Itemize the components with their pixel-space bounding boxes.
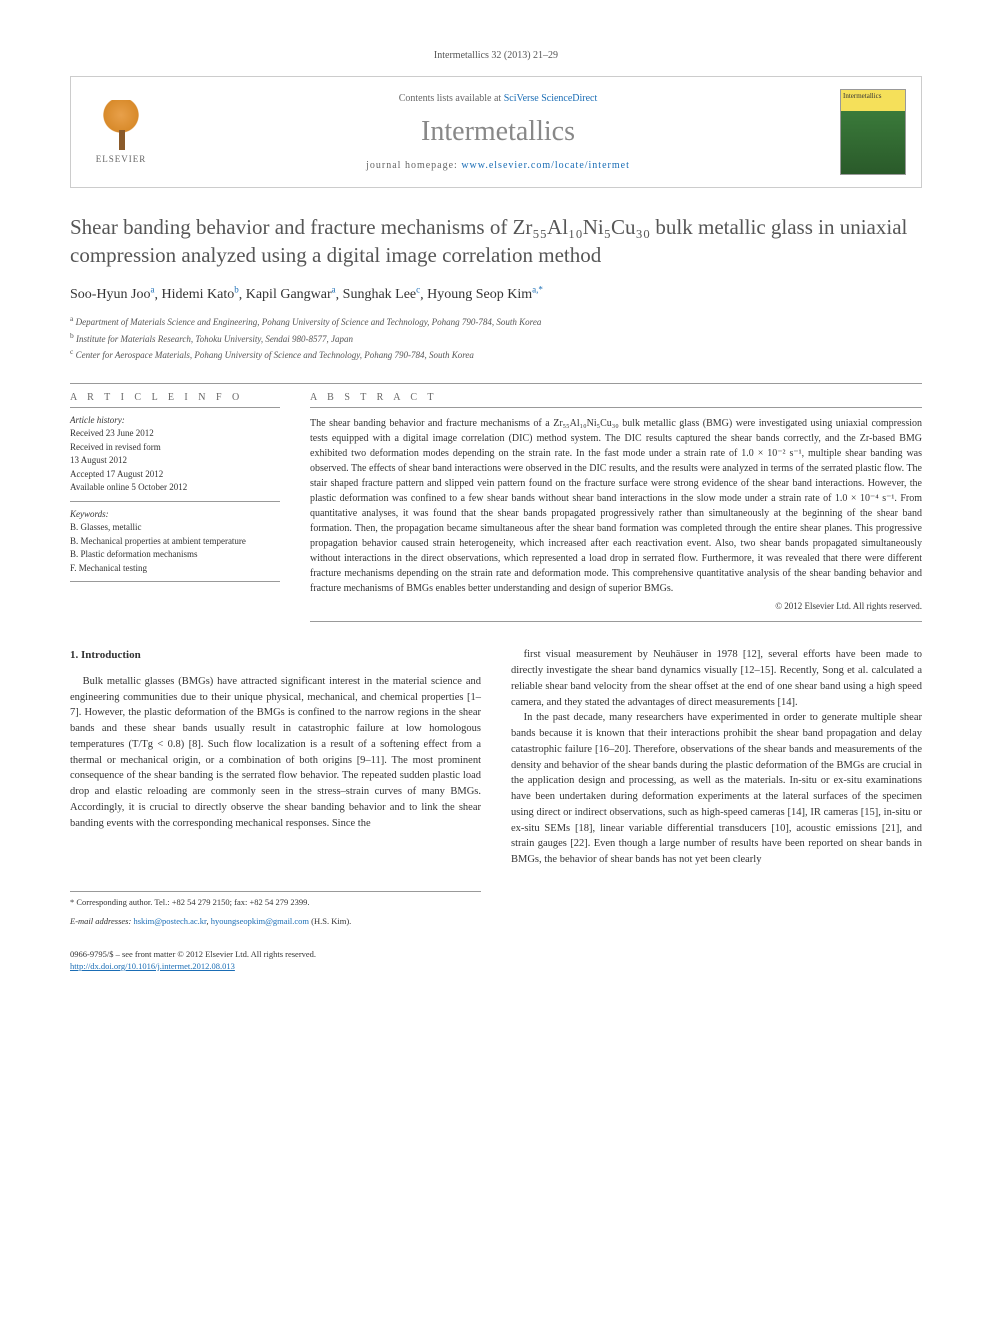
corresponding-block: * Corresponding author. Tel.: +82 54 279… [70,891,481,928]
author-aff-sup: a [151,285,155,295]
keyword-item: F. Mechanical testing [70,562,280,576]
online-date: Available online 5 October 2012 [70,481,280,495]
body-paragraph: In the past decade, many researchers hav… [511,710,922,868]
keyword-item: B. Mechanical properties at ambient temp… [70,535,280,549]
sciverse-link[interactable]: SciVerse ScienceDirect [504,93,598,104]
affiliation-a: a Department of Materials Science and En… [70,313,922,330]
homepage-link[interactable]: www.elsevier.com/locate/intermet [461,160,630,171]
author-2: Hidemi Katob [162,287,239,302]
author-3: Kapil Gangwara [246,287,336,302]
history-block: Article history: Received 23 June 2012 R… [70,407,280,502]
copyright-line: © 2012 Elsevier Ltd. All rights reserved… [310,600,922,614]
keywords-label: Keywords: [70,508,280,522]
issn-line: 0966-9795/$ – see front matter © 2012 El… [70,949,922,961]
article-title: Shear banding behavior and fracture mech… [70,213,922,270]
author-5: Hyoung Seop Kima,* [427,287,543,302]
revised-label: Received in revised form [70,441,280,455]
author-name: Kapil Gangwar [246,287,332,302]
revised-date: 13 August 2012 [70,454,280,468]
history-label: Article history: [70,414,280,428]
author-aff-sup: c [416,285,420,295]
page-container: Intermetallics 32 (2013) 21–29 ELSEVIER … [0,0,992,1023]
affiliation-text: Department of Materials Science and Engi… [76,317,542,327]
author-name: Soo-Hyun Joo [70,287,151,302]
affiliation-c: c Center for Aerospace Materials, Pohang… [70,346,922,363]
body-columns: 1. Introduction Bulk metallic glasses (B… [70,647,922,934]
affiliation-text: Institute for Materials Research, Tohoku… [76,334,353,344]
body-paragraph: first visual measurement by Neuhäuser in… [511,647,922,710]
footer-issn-doi: 0966-9795/$ – see front matter © 2012 El… [70,949,922,973]
header-box: ELSEVIER Contents lists available at Sci… [70,76,922,188]
author-aff-sup: b [234,285,239,295]
journal-name: Intermetallics [156,116,840,148]
body-col-right: first visual measurement by Neuhäuser in… [511,647,922,934]
email-suffix: (H.S. Kim). [309,916,351,926]
journal-cover-thumb: Intermetallics [840,89,906,175]
accepted-date: Accepted 17 August 2012 [70,468,280,482]
email-link-1[interactable]: hskim@postech.ac.kr [133,916,206,926]
header-center: Contents lists available at SciVerse Sci… [156,93,840,171]
affiliation-b: b Institute for Materials Research, Toho… [70,330,922,347]
authors-line: Soo-Hyun Jooa, Hidemi Katob, Kapil Gangw… [70,285,922,304]
author-name: Hidemi Kato [162,287,235,302]
contents-prefix: Contents lists available at [399,93,504,104]
abstract-text: The shear banding behavior and fracture … [310,407,922,623]
email-line: E-mail addresses: hskim@postech.ac.kr, h… [70,915,481,928]
section-heading: 1. Introduction [70,647,481,664]
elsevier-label: ELSEVIER [96,154,147,164]
corresponding-author: * Corresponding author. Tel.: +82 54 279… [70,896,481,909]
contents-line: Contents lists available at SciVerse Sci… [156,93,840,104]
email-label: E-mail addresses: [70,916,133,926]
author-name: Hyoung Seop Kim [427,287,532,302]
doi-link[interactable]: http://dx.doi.org/10.1016/j.intermet.201… [70,961,235,971]
body-col-left: 1. Introduction Bulk metallic glasses (B… [70,647,481,934]
journal-reference: Intermetallics 32 (2013) 21–29 [70,50,922,61]
affiliations: a Department of Materials Science and En… [70,313,922,363]
abstract-heading: A B S T R A C T [310,392,922,403]
keyword-item: B. Plastic deformation mechanisms [70,548,280,562]
article-info-heading: A R T I C L E I N F O [70,392,280,403]
homepage-prefix: journal homepage: [366,160,461,171]
info-abstract-row: A R T I C L E I N F O Article history: R… [70,392,922,623]
abstract-body: The shear banding behavior and fracture … [310,418,922,594]
email-link-2[interactable]: hyoungseopkim@gmail.com [211,916,309,926]
keyword-item: B. Glasses, metallic [70,521,280,535]
affiliation-text: Center for Aerospace Materials, Pohang U… [76,350,474,360]
author-aff-sup: a,* [532,285,543,295]
received-date: Received 23 June 2012 [70,427,280,441]
article-info-col: A R T I C L E I N F O Article history: R… [70,392,280,623]
elsevier-logo: ELSEVIER [86,92,156,172]
author-aff-sup: a [332,285,336,295]
keywords-block: Keywords: B. Glasses, metallic B. Mechan… [70,502,280,583]
cover-label: Intermetallics [843,92,881,100]
author-name: Sunghak Lee [343,287,416,302]
abstract-col: A B S T R A C T The shear banding behavi… [310,392,922,623]
author-4: Sunghak Leec [343,287,420,302]
divider [70,383,922,384]
body-paragraph: Bulk metallic glasses (BMGs) have attrac… [70,674,481,832]
author-1: Soo-Hyun Jooa [70,287,155,302]
homepage-line: journal homepage: www.elsevier.com/locat… [156,160,840,171]
elsevier-tree-icon [96,100,146,150]
